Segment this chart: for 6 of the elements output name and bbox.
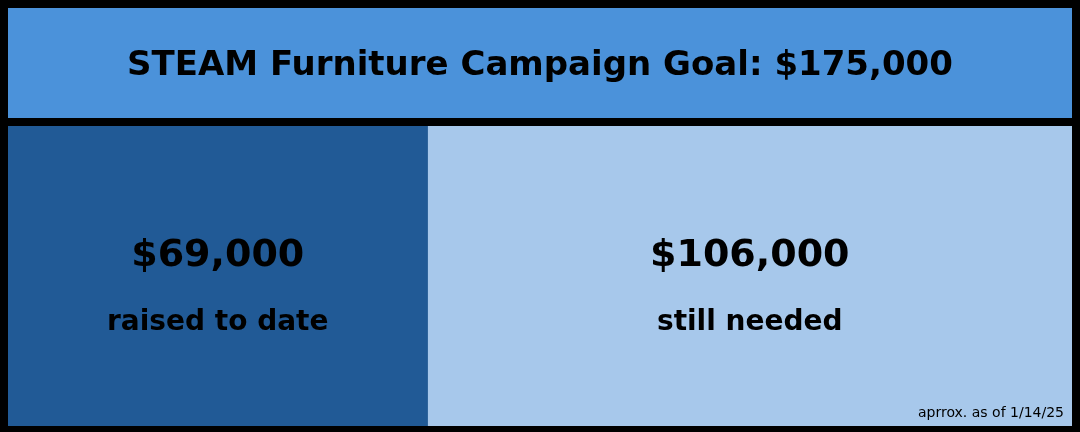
- series-label: still needed: [656, 304, 843, 338]
- series-label: raised to date: [107, 304, 329, 338]
- annotation: aprrox. as of 1/14/25: [918, 404, 1064, 420]
- chart-title: STEAM Furniture Campaign Goal: $175,000: [6, 6, 1074, 120]
- data-label: $106,000: [649, 230, 850, 275]
- data-label: $69,000: [131, 230, 305, 275]
